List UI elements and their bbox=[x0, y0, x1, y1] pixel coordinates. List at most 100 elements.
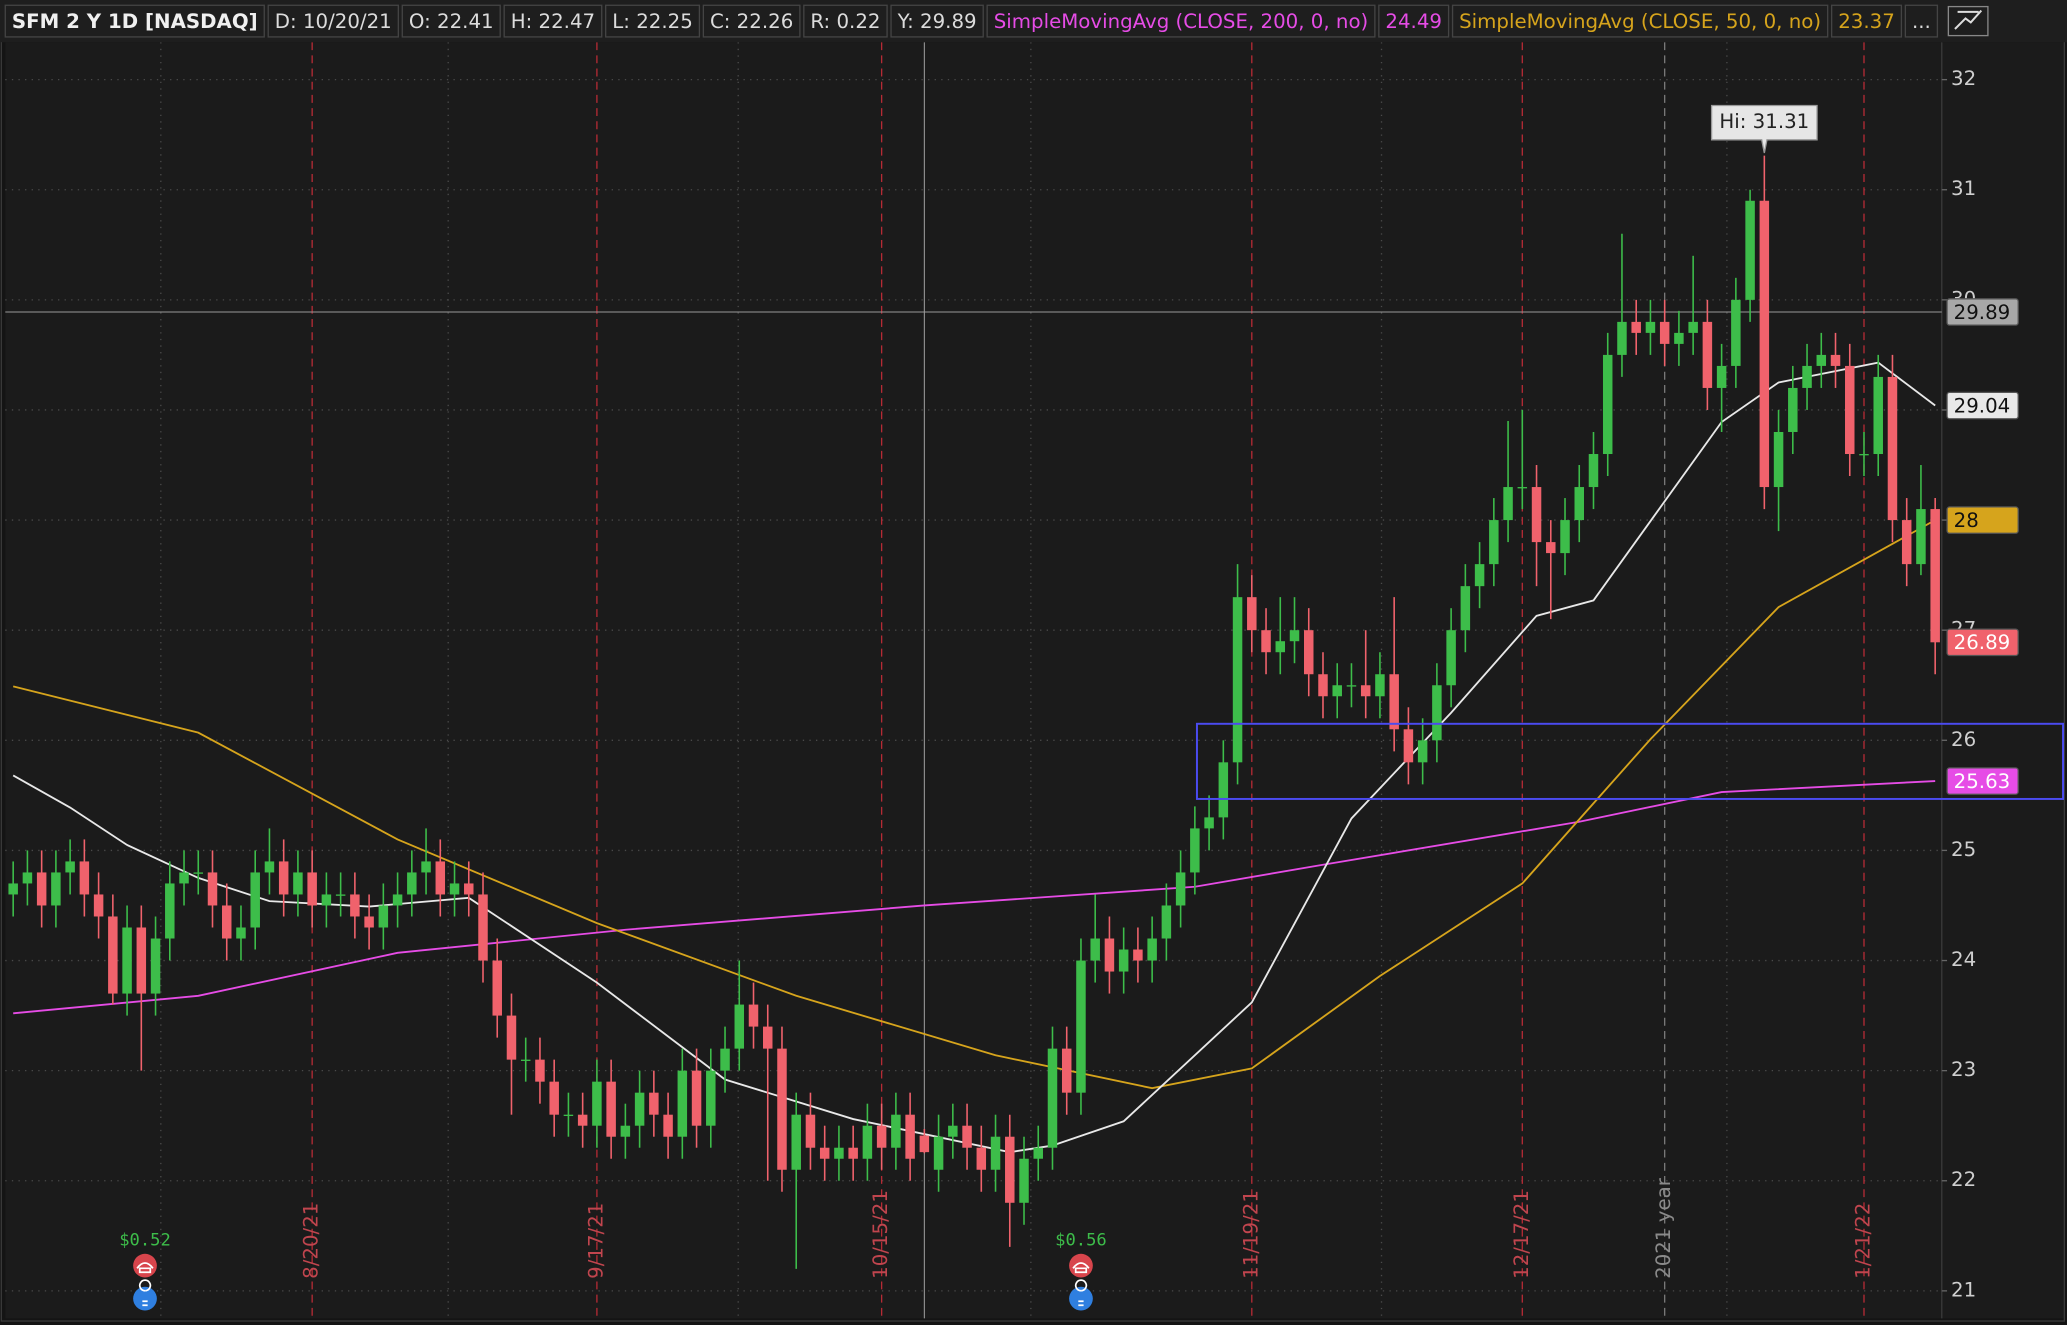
candle-body bbox=[464, 883, 474, 895]
candle-body bbox=[1346, 685, 1357, 687]
candle-body bbox=[1218, 762, 1229, 818]
candle-body bbox=[136, 927, 147, 994]
candle-body bbox=[976, 1147, 987, 1170]
candle-body bbox=[1275, 641, 1286, 653]
header-cell bbox=[1451, 4, 1829, 38]
candle-body bbox=[36, 872, 47, 906]
candle-body bbox=[1716, 365, 1727, 388]
phone-glyph bbox=[136, 1262, 154, 1274]
candle-body bbox=[1360, 685, 1371, 697]
candle-body bbox=[819, 1147, 830, 1159]
candle-body bbox=[706, 1070, 716, 1126]
header-field: 24.49 bbox=[1385, 10, 1442, 33]
bulb-glyph bbox=[1074, 1279, 1088, 1307]
candle-body bbox=[748, 1004, 759, 1027]
y-tick-label: 26 bbox=[1951, 728, 1976, 751]
candle-body bbox=[22, 872, 33, 884]
candle-body bbox=[1204, 817, 1214, 829]
zone-box bbox=[1195, 722, 2065, 800]
price-bubble bbox=[1946, 628, 2019, 657]
candle-body bbox=[1005, 1136, 1015, 1203]
bulb-glyph bbox=[139, 1279, 152, 1307]
candle-body bbox=[1816, 354, 1827, 366]
candle-body bbox=[1161, 905, 1172, 939]
candle-body bbox=[1432, 685, 1442, 741]
candle-body bbox=[108, 916, 118, 994]
candle-body bbox=[51, 872, 61, 906]
header-field: D: 10/20/21 bbox=[275, 10, 392, 33]
candle-body bbox=[905, 1114, 915, 1159]
candle-body bbox=[150, 938, 161, 994]
header-field: L: 22.25 bbox=[612, 10, 693, 33]
candle-body bbox=[207, 872, 218, 906]
candle-body bbox=[321, 894, 332, 906]
style-glyph bbox=[1954, 9, 1983, 30]
candle-body bbox=[1617, 321, 1627, 355]
candle-body bbox=[592, 1081, 602, 1126]
candle-body bbox=[1873, 376, 1883, 455]
price-axis bbox=[1941, 42, 2065, 1319]
phone-glyph bbox=[1072, 1262, 1090, 1274]
candle-body bbox=[876, 1125, 887, 1148]
candle-body bbox=[990, 1136, 1001, 1170]
style-button[interactable] bbox=[1947, 5, 1989, 37]
moving-average bbox=[13, 780, 1936, 1015]
hi-callout bbox=[1710, 104, 1818, 154]
candle-body bbox=[1802, 365, 1812, 388]
candle-body bbox=[1375, 674, 1385, 697]
earnings-icon[interactable] bbox=[133, 1253, 157, 1278]
candle-body bbox=[79, 861, 90, 895]
candle-body bbox=[1061, 1048, 1072, 1093]
candle-body bbox=[848, 1147, 858, 1159]
candle-body bbox=[862, 1125, 873, 1159]
candle-body bbox=[962, 1125, 972, 1148]
candle-body bbox=[1887, 376, 1898, 521]
candle-body bbox=[392, 894, 403, 906]
header-cell bbox=[605, 4, 701, 38]
candle-body bbox=[1489, 520, 1499, 565]
candle-body bbox=[1773, 431, 1784, 488]
candle-body bbox=[1090, 938, 1100, 961]
plot-area bbox=[5, 42, 1942, 1319]
header-cell bbox=[401, 4, 501, 38]
candle-body bbox=[1474, 564, 1485, 587]
header-field: ... bbox=[1912, 10, 1931, 33]
header-field: SFM 2 Y 1D [NASDAQ] bbox=[12, 10, 258, 33]
candle-body bbox=[1190, 828, 1200, 873]
idea-icon[interactable] bbox=[133, 1286, 157, 1311]
candle-body bbox=[634, 1092, 645, 1126]
candle-body bbox=[1247, 597, 1257, 631]
candle-body bbox=[1104, 938, 1115, 972]
price-bubble bbox=[1946, 298, 2019, 326]
candle-body bbox=[1417, 740, 1428, 763]
candle-body bbox=[577, 1114, 588, 1126]
date-label: 9/17/21 bbox=[584, 1203, 607, 1279]
header-cell bbox=[986, 4, 1376, 38]
y-tick-label: 22 bbox=[1951, 1168, 1976, 1191]
candle-body bbox=[1289, 630, 1300, 642]
date-label: 11/19/21 bbox=[1239, 1190, 1262, 1279]
date-label: 10/15/21 bbox=[869, 1190, 892, 1279]
header-field: C: 22.26 bbox=[710, 10, 793, 33]
candle-body bbox=[691, 1070, 702, 1126]
earnings-icon[interactable] bbox=[1069, 1253, 1093, 1278]
candle-body bbox=[1930, 509, 1940, 643]
candle-body bbox=[1901, 520, 1912, 565]
header-field: SimpleMovingAvg (CLOSE, 200, 0, no) bbox=[994, 10, 1369, 33]
price-bubble bbox=[1946, 767, 2019, 795]
candle-body bbox=[1332, 685, 1342, 697]
candle-body bbox=[193, 872, 204, 874]
candle-body bbox=[236, 927, 246, 939]
candle-body bbox=[663, 1114, 673, 1137]
candle-body bbox=[834, 1147, 844, 1159]
candle-body bbox=[364, 916, 374, 928]
header-field: O: 22.41 bbox=[409, 10, 494, 33]
candle-body bbox=[1830, 354, 1841, 366]
idea-icon[interactable] bbox=[1069, 1286, 1093, 1311]
candle-body bbox=[278, 861, 289, 895]
header-cell bbox=[4, 4, 265, 38]
candle-body bbox=[1175, 872, 1186, 906]
header-bar bbox=[0, 0, 2067, 43]
candle-body bbox=[8, 883, 18, 895]
